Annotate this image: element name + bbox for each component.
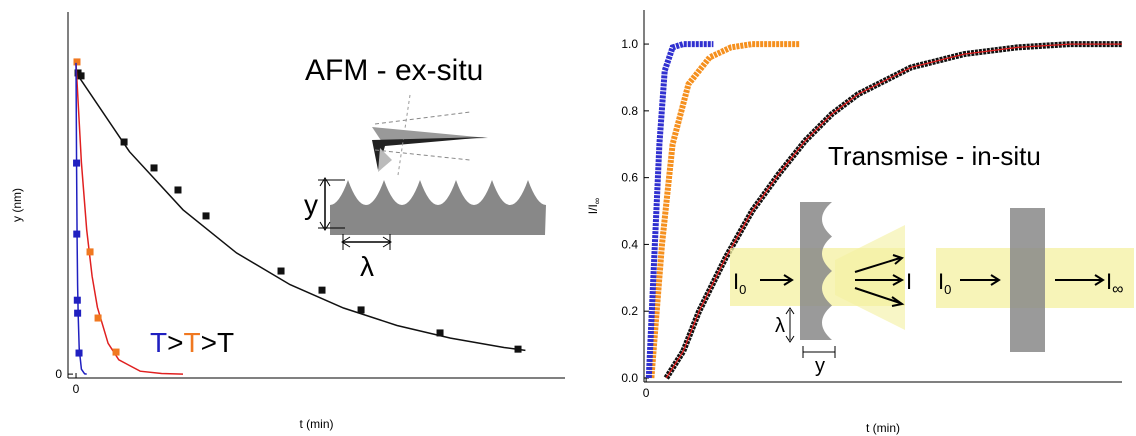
marker xyxy=(77,72,85,80)
period-arrow-heads xyxy=(341,234,392,250)
x-axis-title: t (min) xyxy=(300,417,334,431)
marker xyxy=(514,345,522,353)
y-tick-label: 0.8 xyxy=(621,104,638,118)
saturated-label: I∞ xyxy=(1106,269,1124,298)
period-arrow xyxy=(785,307,795,343)
y-tick-label: 0.0 xyxy=(621,371,638,385)
marker xyxy=(73,296,81,304)
temperature-part: > xyxy=(167,327,183,358)
data-layer xyxy=(73,41,1122,380)
data-line xyxy=(648,41,800,379)
transmission-inset: I0 I λ y xyxy=(730,202,912,377)
label-sub: ∞ xyxy=(592,198,602,204)
y-tick-label: 0.6 xyxy=(621,171,638,185)
arrow xyxy=(1055,274,1105,286)
marker xyxy=(75,349,83,357)
temperature-part: T xyxy=(217,327,234,358)
transmitted-label: I xyxy=(906,269,912,294)
label-sub: ∞ xyxy=(1112,281,1123,298)
temperature-label: T>T>T xyxy=(150,327,234,358)
film xyxy=(1010,208,1045,352)
label-base: I/I xyxy=(586,204,600,214)
data-line xyxy=(663,41,1122,380)
marker xyxy=(436,329,444,337)
arrow xyxy=(960,274,1001,286)
arrows xyxy=(854,254,905,307)
period-label: λ xyxy=(775,315,785,337)
temperature-part: > xyxy=(201,327,217,358)
y-tick-label: 0.4 xyxy=(621,237,638,251)
annotation: Transmise - in-situ xyxy=(828,141,1041,171)
cantilever xyxy=(372,137,488,170)
surface xyxy=(330,180,546,235)
incident-label: I0 xyxy=(733,269,746,297)
label-base: I xyxy=(1106,269,1112,294)
marker xyxy=(73,58,81,66)
fit-line xyxy=(75,72,526,352)
marker xyxy=(357,306,365,314)
temperature-part: T xyxy=(183,327,200,358)
temperature-part: T xyxy=(150,327,167,358)
height-arrow xyxy=(802,346,836,358)
annotation: AFM - ex-situ xyxy=(305,54,483,87)
data-line xyxy=(645,41,714,379)
afm-inset: y λ xyxy=(304,94,546,282)
fit-line xyxy=(75,62,184,375)
marker xyxy=(73,159,81,167)
marker xyxy=(202,212,210,220)
x-axis-title: t (min) xyxy=(866,421,900,435)
label-sub: 0 xyxy=(739,282,746,297)
y-axis-title: I/I∞ xyxy=(586,198,602,214)
arrow xyxy=(760,274,794,286)
label-base: I xyxy=(938,269,944,294)
marker xyxy=(277,267,285,275)
x-tick-label: 0 xyxy=(73,382,80,396)
scattered-beam xyxy=(835,225,905,330)
marker xyxy=(120,138,128,146)
tip xyxy=(378,148,392,172)
deflection-lines xyxy=(374,111,471,161)
period-label: λ xyxy=(360,251,374,282)
marker xyxy=(150,164,158,172)
y-tick-label: 0.2 xyxy=(621,304,638,318)
incident-label: I0 xyxy=(938,269,951,297)
marker xyxy=(112,348,120,356)
grating xyxy=(800,202,832,340)
fit-line xyxy=(665,43,1122,379)
height-label: y xyxy=(815,355,825,377)
background-layer: 00t (min)y (nm)0.00.20.40.60.81.00t (min… xyxy=(10,10,1122,435)
label-sub: 0 xyxy=(944,282,951,297)
label-base: I xyxy=(733,269,739,294)
laser-line xyxy=(397,94,411,176)
marker xyxy=(73,230,81,238)
marker xyxy=(318,286,326,294)
height-label: y xyxy=(304,189,318,220)
y-tick-label: 1.0 xyxy=(621,37,638,51)
marker xyxy=(94,314,102,322)
marker xyxy=(86,248,94,256)
marker xyxy=(174,186,182,194)
y-tick-label: 0 xyxy=(55,367,62,381)
height-arrow-heads xyxy=(319,177,331,231)
y-axis-title: y (nm) xyxy=(10,188,24,222)
marker xyxy=(74,309,82,317)
saturation-inset: I0 I∞ xyxy=(936,208,1134,352)
x-tick-label: 0 xyxy=(643,386,650,400)
